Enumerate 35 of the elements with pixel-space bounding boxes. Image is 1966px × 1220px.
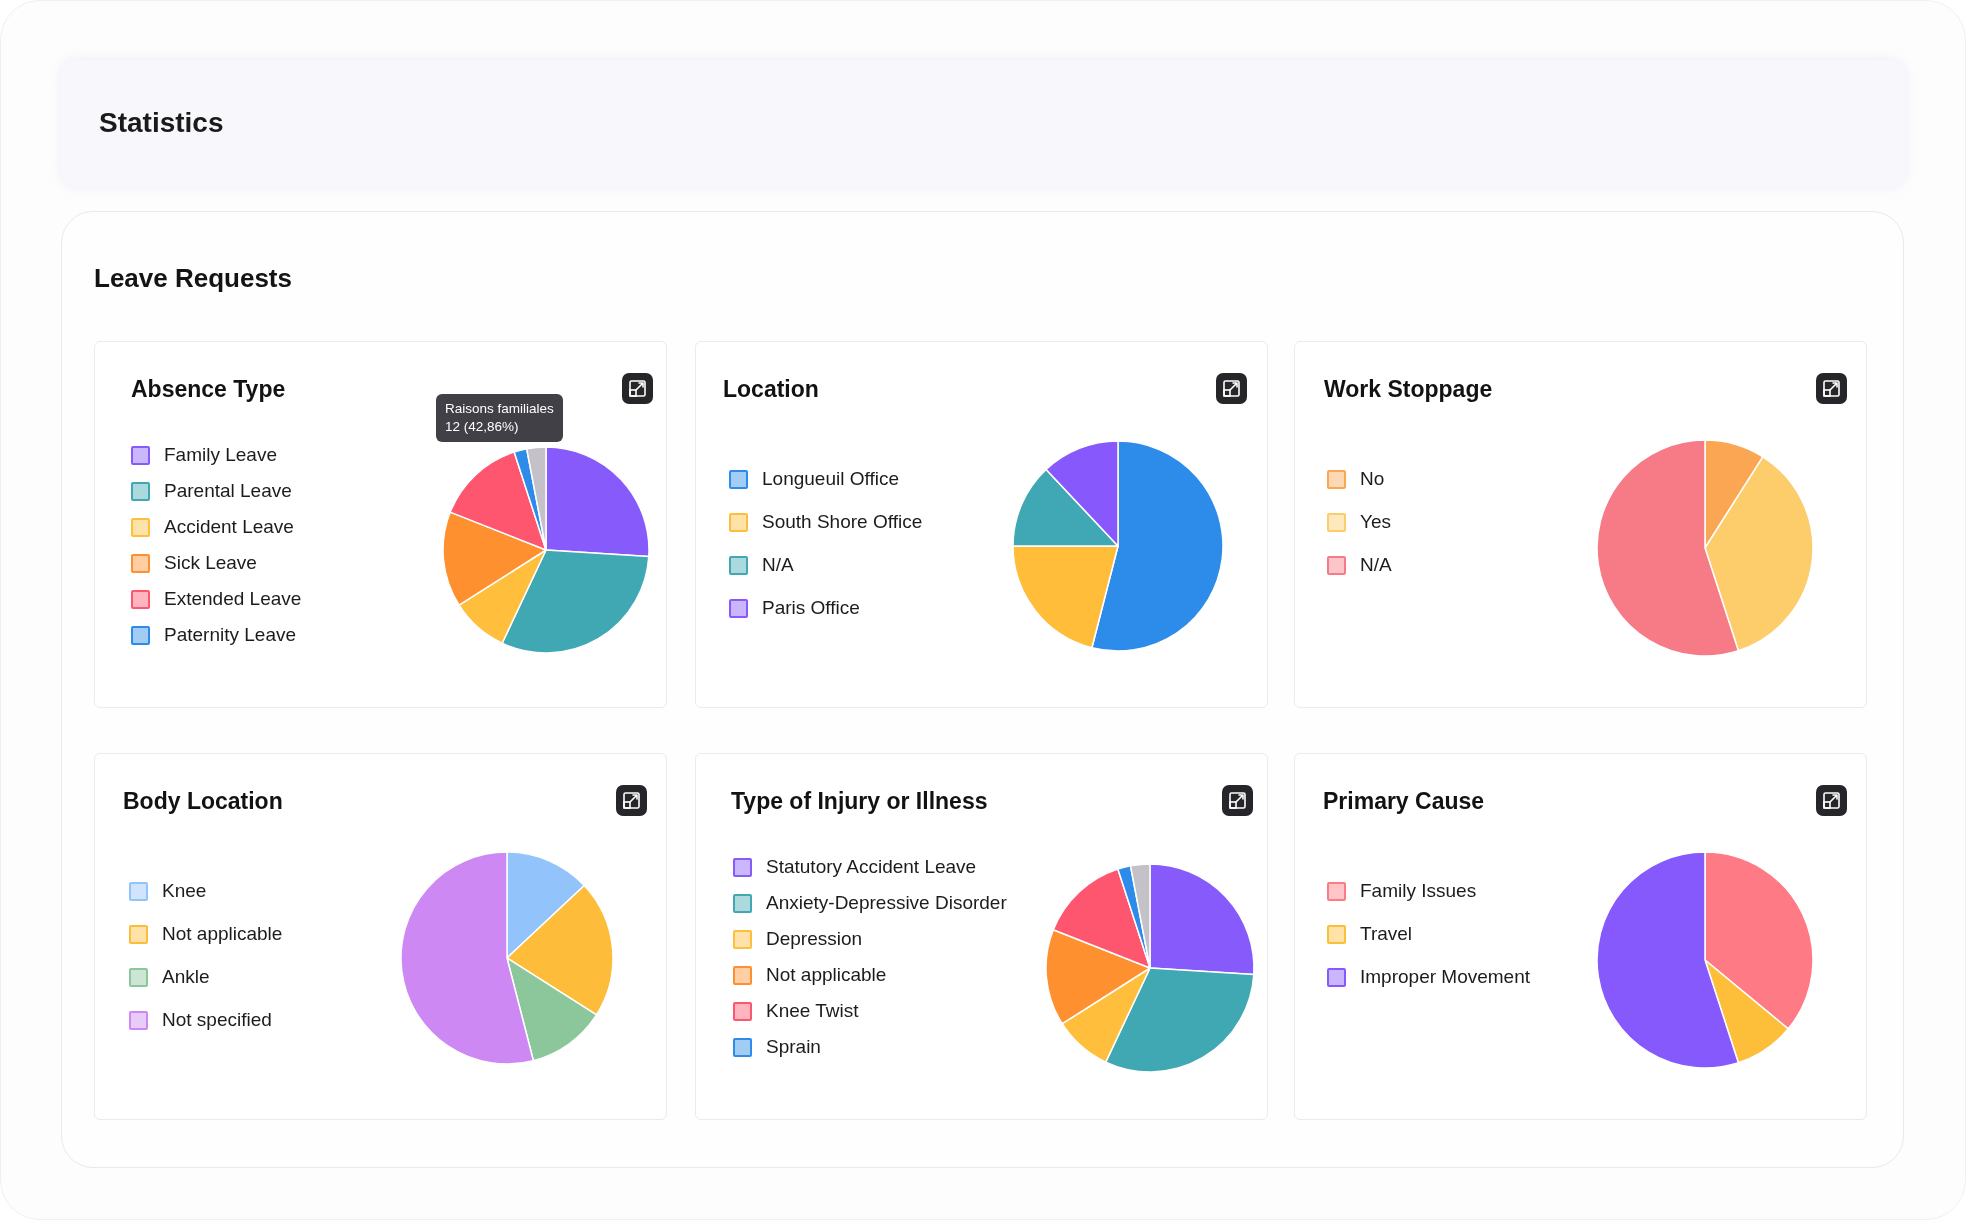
- legend-label: Parental Leave: [164, 479, 292, 503]
- legend-label: Sick Leave: [164, 551, 257, 575]
- chart-title: Location: [723, 375, 819, 403]
- legend-label: Knee Twist: [766, 999, 859, 1023]
- chart-title: Primary Cause: [1323, 787, 1485, 815]
- chart-title: Absence Type: [131, 375, 286, 403]
- legend-label: Paternity Leave: [164, 623, 297, 647]
- legend-label: N/A: [1360, 553, 1392, 577]
- legend-label: Improper Movement: [1360, 965, 1531, 989]
- legend-label: Statutory Accident Leave: [766, 855, 977, 879]
- chart-title: Work Stoppage: [1324, 375, 1493, 403]
- text: Leave Requests: [94, 262, 292, 294]
- legend-label: Not specified: [162, 1008, 272, 1032]
- legend-label: Knee: [162, 879, 207, 903]
- legend-label: Not applicable: [766, 963, 887, 987]
- legend-label: N/A: [762, 553, 794, 577]
- text: Type of Injury or Illness: [731, 787, 988, 815]
- legend-label: No: [1360, 467, 1385, 491]
- legend-label: Paris Office: [762, 596, 860, 620]
- legend-label: Depression: [766, 927, 863, 951]
- chart-title: Body Location: [123, 787, 283, 815]
- legend-label: Accident Leave: [164, 515, 294, 539]
- legend-label: South Shore Office: [762, 510, 923, 534]
- legend-label: Ankle: [162, 965, 210, 989]
- legend-label: Not applicable: [162, 922, 283, 946]
- text: Statistics: [99, 106, 224, 140]
- legend-label: Extended Leave: [164, 587, 302, 611]
- legend-label: Travel: [1360, 922, 1413, 946]
- legend-label: Anxiety-Depressive Disorder: [766, 891, 1007, 915]
- legend-label: Family Issues: [1360, 879, 1477, 903]
- legend-label: Family Leave: [164, 443, 277, 467]
- legend-label: Longueuil Office: [762, 467, 899, 491]
- legend-label: Sprain: [766, 1035, 821, 1059]
- tooltip: Raisons familiales 12 (42,86%): [436, 394, 563, 442]
- legend-label: Yes: [1360, 510, 1391, 534]
